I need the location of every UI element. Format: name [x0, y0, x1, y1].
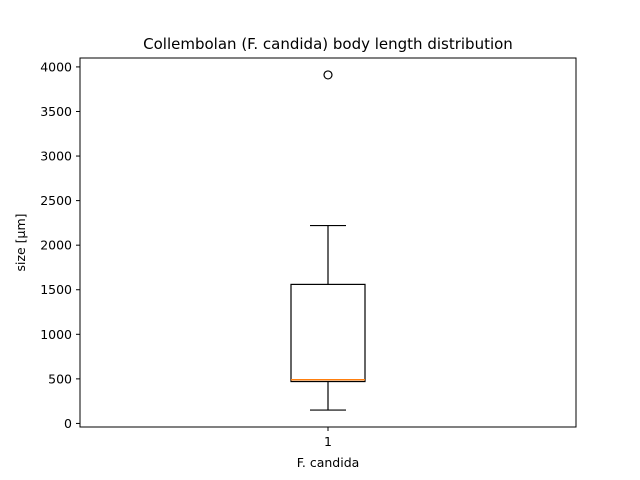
y-tick-label: 2000: [40, 238, 72, 253]
chart-title: Collembolan (F. candida) body length dis…: [143, 35, 513, 53]
y-tick-label: 3000: [40, 149, 72, 164]
plot-area: [290, 70, 366, 411]
y-tick-label: 1500: [40, 282, 72, 297]
y-tick-label: 2500: [40, 193, 72, 208]
x-axis-label: F. candida: [297, 455, 360, 470]
y-axis-label: size [µm]: [13, 213, 28, 271]
y-tick-label: 1000: [40, 327, 72, 342]
x-tick-label: 1: [324, 434, 332, 449]
box-iqr: [290, 283, 366, 383]
y-tick-label: 4000: [40, 59, 72, 74]
y-tick-label: 3500: [40, 104, 72, 119]
y-tick-label: 500: [48, 371, 72, 386]
y-tick-label: 0: [64, 416, 72, 431]
outlier-point: [323, 70, 333, 80]
